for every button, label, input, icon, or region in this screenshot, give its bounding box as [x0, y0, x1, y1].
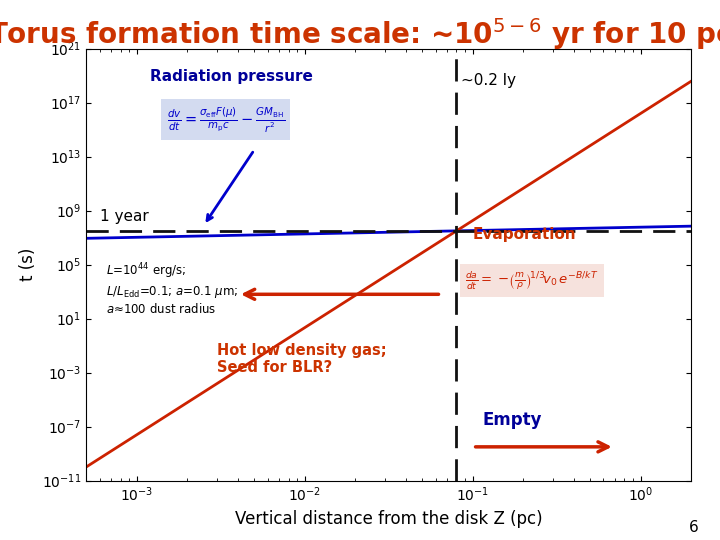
Text: 6: 6 [688, 519, 698, 535]
Text: $\frac{da}{dt} = -\!\left(\frac{m}{\rho}\right)^{\!1/3}\! v_0\, e^{-B/kT}$: $\frac{da}{dt} = -\!\left(\frac{m}{\rho}… [465, 270, 598, 292]
Text: $\frac{dv}{dt} = \frac{\sigma_{\rm eff}F(\mu)}{m_{\rm p}c} - \frac{GM_{\rm BH}}{: $\frac{dv}{dt} = \frac{\sigma_{\rm eff}F… [166, 105, 284, 134]
Text: 1 year: 1 year [99, 209, 148, 224]
X-axis label: Vertical distance from the disk Z (pc): Vertical distance from the disk Z (pc) [235, 510, 543, 528]
Text: ~0.2 ly: ~0.2 ly [461, 73, 516, 88]
Text: Empty: Empty [483, 411, 542, 429]
Text: Torus formation time scale: ~10$^{5-6}$ yr for 10 pc: Torus formation time scale: ~10$^{5-6}$ … [0, 16, 720, 52]
Text: $L$=10$^{44}$ erg/s;
$L/L_{\rm Edd}$=0.1; $a$=0.1 $\mu$m;
$a$≈100 dust radius: $L$=10$^{44}$ erg/s; $L/L_{\rm Edd}$=0.1… [106, 262, 238, 316]
Text: Radiation pressure: Radiation pressure [150, 69, 313, 84]
Y-axis label: t (s): t (s) [19, 248, 37, 281]
Text: Evaporation: Evaporation [473, 227, 577, 242]
Text: Hot low density gas;
Seed for BLR?: Hot low density gas; Seed for BLR? [217, 343, 387, 375]
